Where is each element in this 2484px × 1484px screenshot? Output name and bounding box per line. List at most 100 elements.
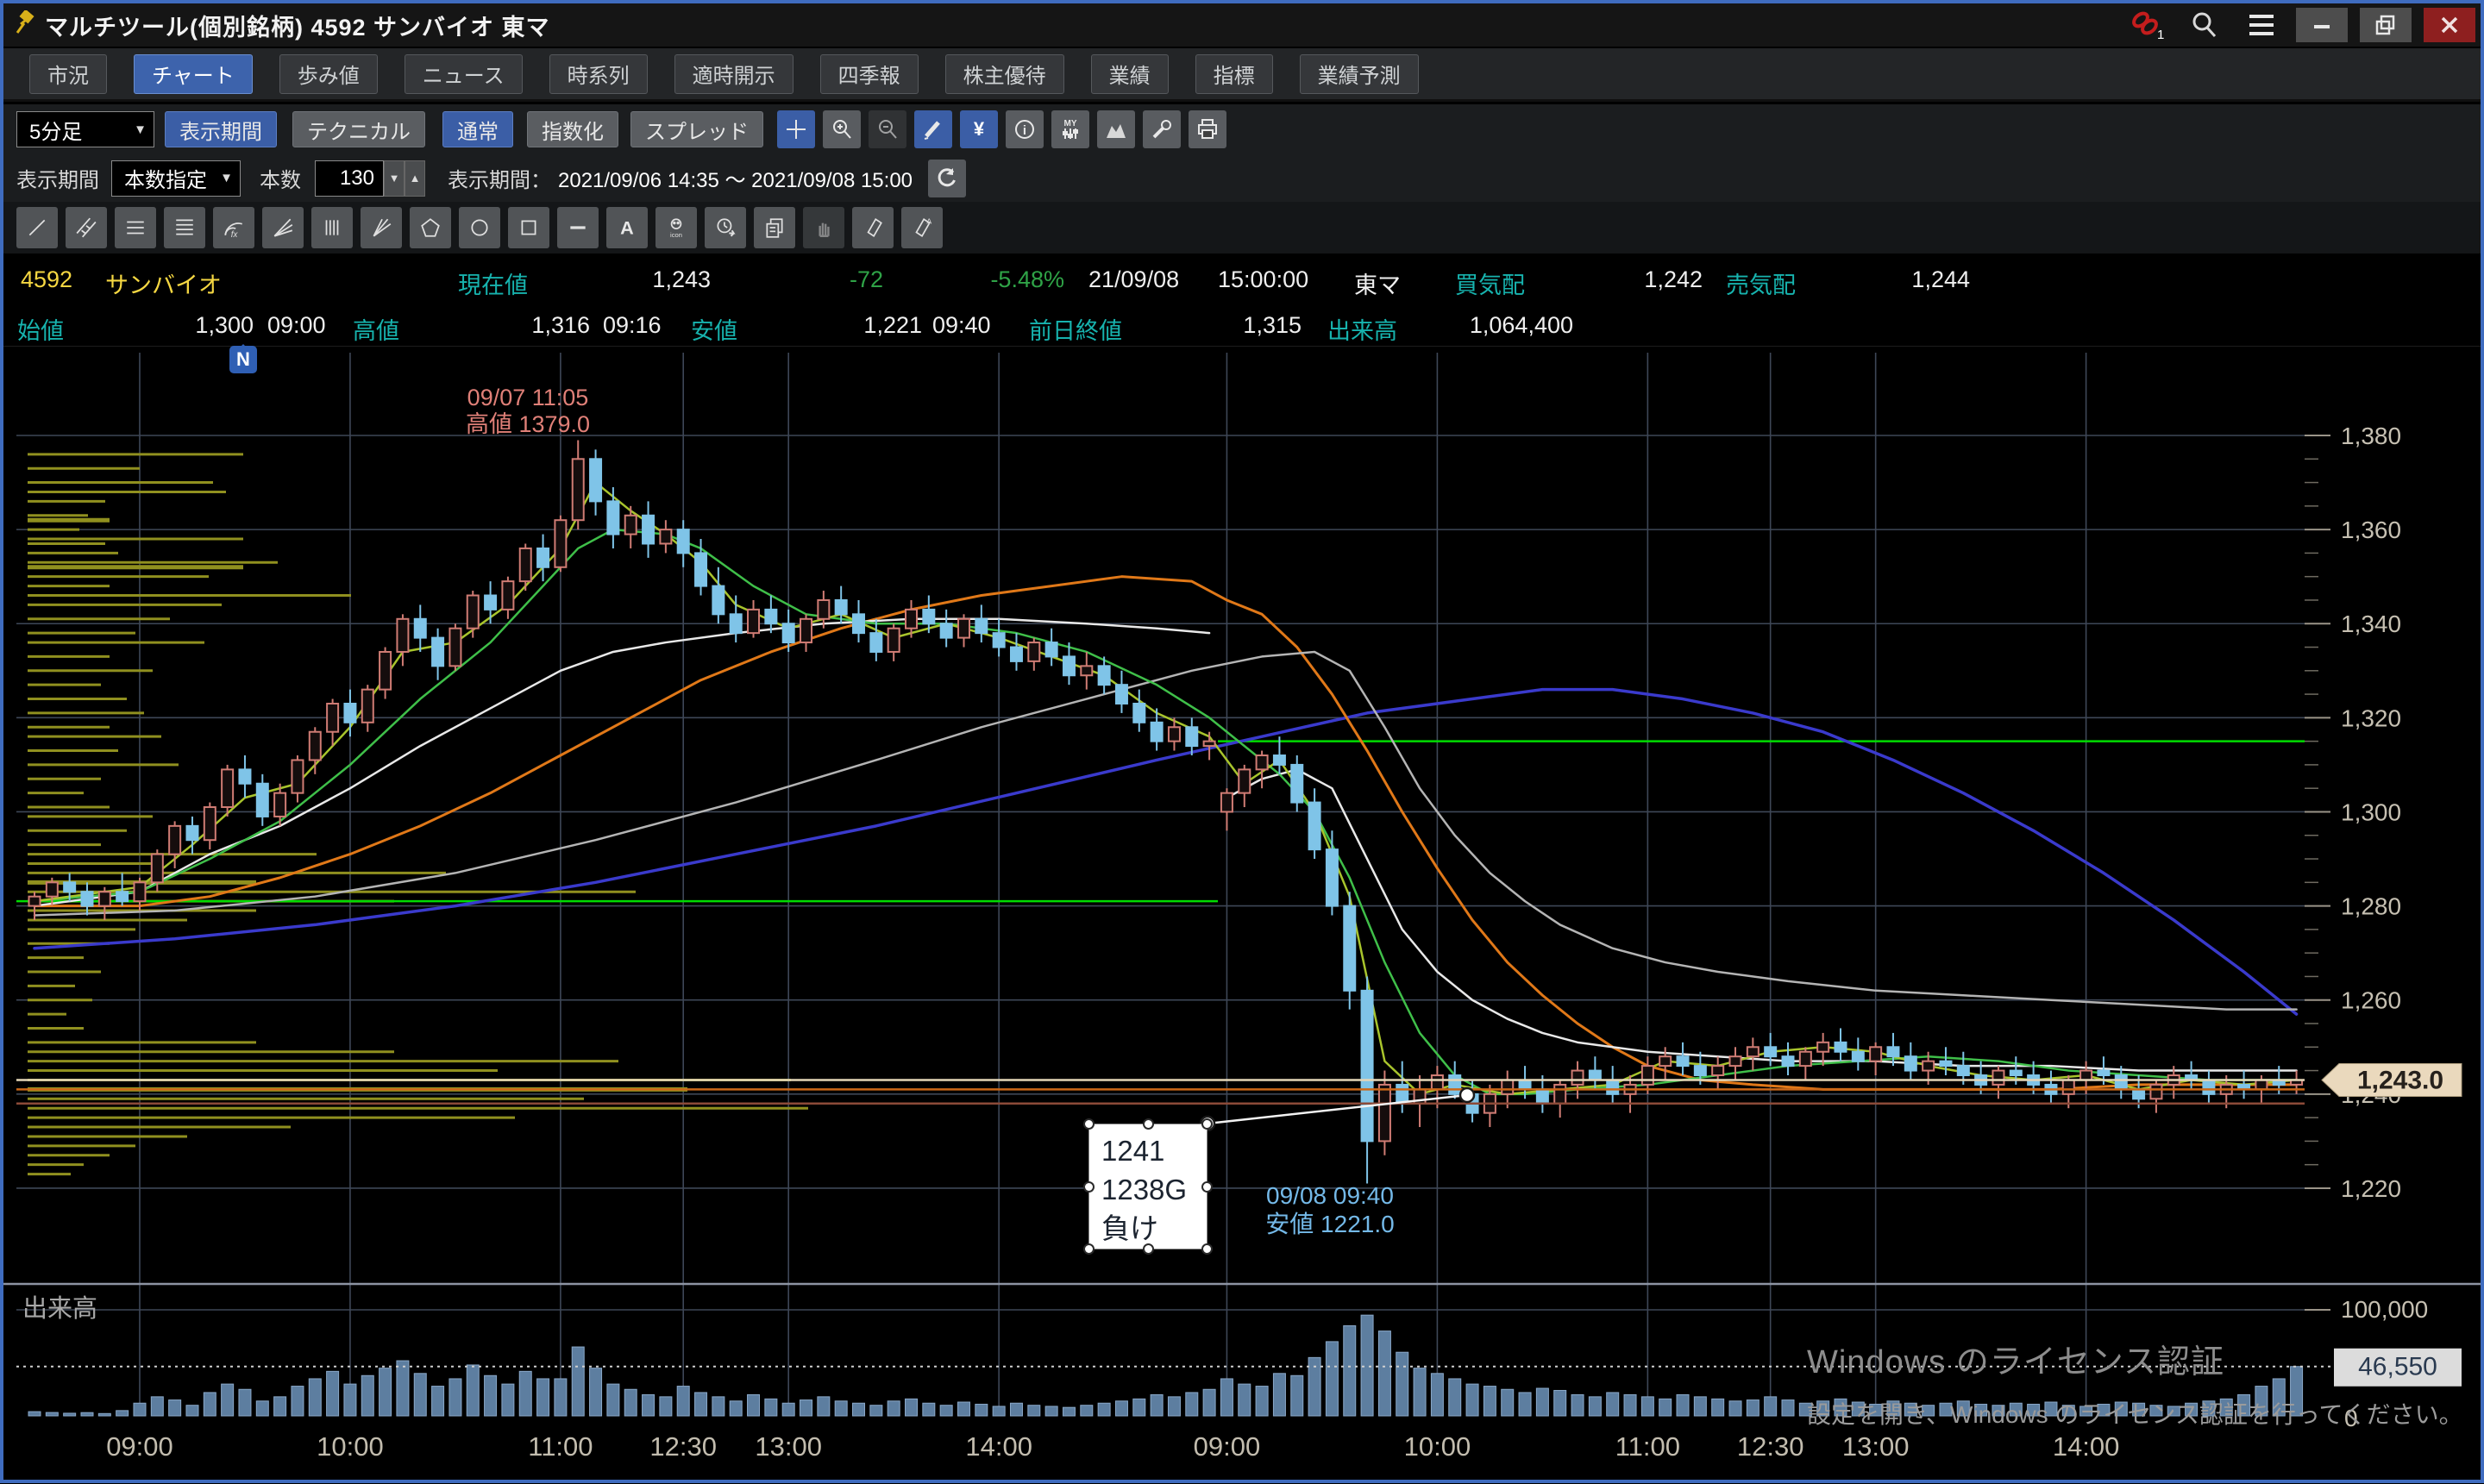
search-icon[interactable]: [2182, 6, 2227, 44]
time-marker-icon[interactable]: [705, 207, 746, 248]
resize-handle[interactable]: [1201, 1243, 1213, 1255]
resize-handle[interactable]: [1201, 1181, 1213, 1193]
link-icon[interactable]: 1: [2125, 6, 2170, 44]
pencil-icon[interactable]: [914, 110, 952, 148]
tab-2[interactable]: 歩み値: [279, 53, 378, 94]
volume-bar: [1588, 1396, 1602, 1417]
value-tags: 1,243.0 46,550: [2321, 1062, 2462, 1387]
chart-area[interactable]: 1,3801,3601,3401,3201,3001,2801,2601,240…: [3, 344, 2481, 1480]
hand-icon[interactable]: [803, 207, 844, 248]
volume-bar: [1992, 1405, 2005, 1417]
rectangle-icon[interactable]: [508, 207, 549, 248]
candle-body: [1535, 1088, 1549, 1105]
candle-body: [518, 547, 532, 583]
indexed-button[interactable]: 指数化: [527, 111, 618, 147]
volume-bar: [939, 1405, 953, 1417]
volume-bar: [484, 1374, 498, 1417]
pentagon-icon[interactable]: [410, 207, 451, 248]
current-price-tag: [2321, 1062, 2462, 1097]
resize-handle[interactable]: [1083, 1181, 1095, 1193]
hlines4-icon[interactable]: [164, 207, 205, 248]
volume-bar: [1816, 1400, 1830, 1417]
price-axis-label: 1,340: [2341, 611, 2401, 637]
volume-bar: [1062, 1406, 1076, 1417]
area-chart-icon[interactable]: [1097, 110, 1135, 148]
hsegment-icon[interactable]: [557, 207, 599, 248]
my-indicator-icon[interactable]: MY: [1051, 110, 1089, 148]
reset-period-icon[interactable]: [928, 159, 967, 197]
tab-4[interactable]: 時系列: [549, 53, 648, 94]
fan-lines-icon[interactable]: [262, 207, 304, 248]
minimize-button[interactable]: [2296, 8, 2348, 42]
market-name: 東マ: [1354, 272, 1401, 298]
display-period-button[interactable]: 表示期間: [165, 111, 277, 147]
volume-bar: [747, 1393, 761, 1417]
vwap-day2-white: [1226, 768, 2298, 1072]
volume-bar: [448, 1378, 462, 1417]
resize-handle[interactable]: [1201, 1118, 1213, 1130]
count-increment[interactable]: ▲: [405, 160, 425, 197]
channel-icon[interactable]: [66, 207, 107, 248]
tab-7[interactable]: 株主優待: [944, 53, 1064, 94]
resize-handle[interactable]: [1083, 1243, 1095, 1255]
text-icon[interactable]: A: [606, 207, 648, 248]
trendline-icon[interactable]: [16, 207, 58, 248]
count-input[interactable]: 130: [315, 160, 384, 197]
tab-5[interactable]: 適時開示: [674, 53, 794, 94]
tab-0[interactable]: 市況: [29, 53, 107, 94]
tab-8[interactable]: 業績: [1090, 53, 1169, 94]
volume-bar: [2132, 1402, 2146, 1417]
technical-button[interactable]: テクニカル: [292, 111, 425, 147]
info-icon[interactable]: i: [1006, 110, 1044, 148]
volume-bar: [1553, 1389, 1567, 1417]
memo-line: 1238G: [1101, 1174, 1188, 1205]
period-label: 表示期間: [16, 169, 99, 192]
hlines3-icon[interactable]: [115, 207, 156, 248]
zoom-out-icon[interactable]: [869, 110, 906, 148]
candle-body: [1360, 989, 1374, 1143]
news-marker-badge[interactable]: N: [229, 344, 257, 373]
resize-handle[interactable]: [1143, 1243, 1154, 1255]
count-decrement[interactable]: ▼: [384, 160, 405, 197]
volume-bar: [834, 1400, 848, 1417]
volume-bar: [817, 1396, 831, 1417]
fib-arc-icon[interactable]: fx: [213, 207, 254, 248]
eraser-all-icon[interactable]: A: [901, 207, 943, 248]
high-price: 1,316: [531, 312, 590, 338]
tab-9[interactable]: 指標: [1195, 53, 1273, 94]
printer-icon[interactable]: [1189, 110, 1226, 148]
restore-button[interactable]: [2360, 8, 2412, 42]
tab-1[interactable]: チャート: [134, 53, 253, 94]
interval-dropdown[interactable]: 5分足 ▼: [16, 111, 154, 147]
normal-button[interactable]: 通常: [442, 111, 513, 147]
memo-box[interactable]: 1241 1238G 負け: [1083, 1118, 1213, 1255]
price-volume-chart[interactable]: 1,3801,3601,3401,3201,3001,2801,2601,240…: [3, 350, 2481, 1480]
volume-bar: [1728, 1400, 1742, 1417]
tab-3[interactable]: ニュース: [404, 53, 523, 94]
period-mode-dropdown[interactable]: 本数指定 ▼: [111, 160, 241, 197]
resize-handle[interactable]: [1083, 1118, 1095, 1130]
tab-6[interactable]: 四季報: [819, 53, 919, 94]
candle-body: [63, 881, 77, 893]
wrench-icon[interactable]: [1143, 110, 1181, 148]
menu-icon[interactable]: [2239, 6, 2284, 44]
ellipse-icon[interactable]: [459, 207, 500, 248]
eraser-icon[interactable]: [852, 207, 894, 248]
pitchfork-icon[interactable]: [361, 207, 402, 248]
yen-icon[interactable]: ¥: [960, 110, 998, 148]
quote-date: 21/09/08: [1088, 266, 1180, 292]
copy-icon[interactable]: [754, 207, 795, 248]
candle-body: [238, 768, 252, 785]
tab-10[interactable]: 業績予測: [1299, 53, 1419, 94]
close-button[interactable]: [2424, 8, 2475, 42]
spread-button[interactable]: スプレッド: [630, 111, 763, 147]
crosshair-icon[interactable]: [777, 110, 815, 148]
stamp-icon[interactable]: icon: [656, 207, 697, 248]
volume-bar: [1360, 1314, 1374, 1417]
volume-bar: [1202, 1388, 1216, 1417]
candle-body: [133, 881, 147, 903]
resize-handle[interactable]: [1143, 1118, 1154, 1130]
vlines-icon[interactable]: [311, 207, 353, 248]
zoom-in-icon[interactable]: [823, 110, 861, 148]
candle-body: [1185, 726, 1199, 748]
